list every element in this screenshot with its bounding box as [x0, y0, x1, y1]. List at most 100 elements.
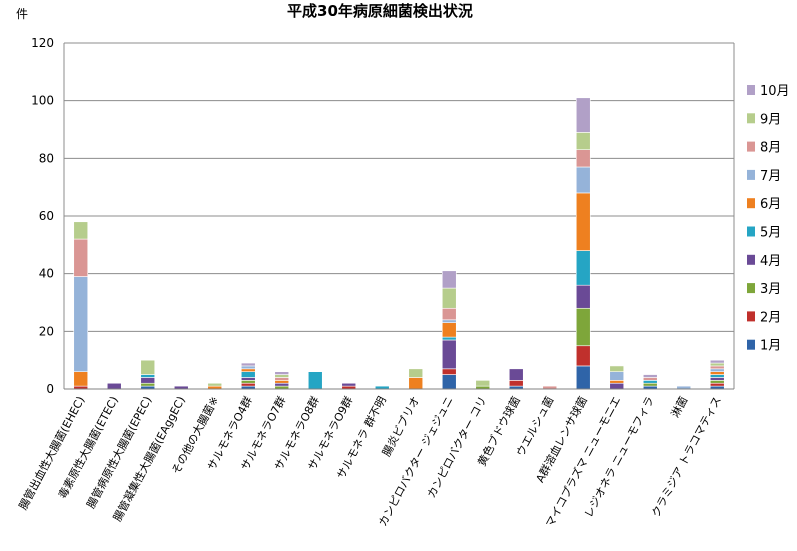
bar-segment-1-9 [73, 221, 89, 240]
bar-segment-7-10 [274, 371, 290, 375]
bar-segment-16-6 [575, 192, 591, 251]
bar-segment-6-5 [240, 371, 256, 378]
bar-segment-7-6 [274, 380, 290, 384]
y-axis-unit-label: 件 [16, 7, 28, 21]
bar-segment-2-4 [106, 382, 122, 390]
bar-segment-7-9 [274, 374, 290, 378]
bar-segment-16-8 [575, 149, 591, 168]
bar-segment-6-2 [240, 382, 256, 387]
bar-segment-1-7 [73, 276, 89, 372]
bar-segment-6-7 [240, 365, 256, 370]
y-tick-label: 120 [31, 36, 54, 50]
bar-segment-12-4 [441, 339, 457, 370]
bar-segment-12-6 [441, 322, 457, 338]
legend-label: 4月 [760, 254, 781, 269]
bar-segment-12-9 [441, 287, 457, 309]
bar-segment-3-9 [140, 359, 156, 375]
y-axis-ticks: 0 20 40 60 80 100 120 [31, 36, 54, 396]
bar-segment-20-10 [709, 359, 725, 364]
bar-segment-17-6 [609, 380, 625, 384]
bar-segment-6-10 [240, 362, 256, 367]
bar-segment-14-4 [508, 368, 524, 381]
y-tick-label: 0 [46, 382, 54, 396]
x-category-label: 毒素原性大腸菌(ETEC) [55, 394, 121, 501]
bar-segment-16-2 [575, 345, 591, 367]
y-tick-label: 20 [39, 324, 54, 338]
legend-label: 1月 [760, 339, 781, 354]
legend-label: 7月 [760, 169, 781, 184]
bar-segment-9-4 [341, 382, 357, 387]
bar-segment-16-10 [575, 97, 591, 133]
bar-segment-6-3 [240, 380, 256, 384]
legend-swatch [747, 85, 755, 95]
bar-segment-18-3 [642, 382, 658, 387]
bar-segment-12-10 [441, 270, 457, 289]
bar-segment-20-6 [709, 371, 725, 375]
legend-swatch [747, 226, 755, 237]
bar-segment-16-9 [575, 132, 591, 150]
bar-segment-3-3 [140, 382, 156, 387]
bar-segment-20-4 [709, 377, 725, 381]
y-tick-label: 60 [39, 209, 54, 223]
bar-segment-17-9 [609, 365, 625, 372]
legend-swatch [747, 198, 755, 209]
bar-segment-3-5 [140, 374, 156, 378]
legend-label: 9月 [760, 112, 781, 127]
bar-segment-6-4 [240, 377, 256, 381]
bar-segment-18-8 [642, 377, 658, 381]
bar-segment-6-6 [240, 368, 256, 373]
y-tick-label: 80 [39, 151, 54, 165]
bar-segment-18-5 [642, 380, 658, 384]
legend-swatch [747, 169, 755, 180]
legend-label: 3月 [760, 282, 781, 297]
bar-segment-17-4 [609, 382, 625, 390]
x-category-label: カンピロバクター コリ [425, 394, 490, 500]
legend-label: 5月 [760, 226, 781, 241]
x-category-label: 腸管病原性大腸菌(EPEC) [83, 394, 154, 511]
gridlines [63, 42, 735, 389]
bars [73, 97, 725, 390]
legend-swatch [747, 141, 755, 152]
bar-segment-20-2 [709, 382, 725, 387]
bar-segment-16-1 [575, 365, 591, 390]
bar-segment-20-3 [709, 380, 725, 384]
bar-segment-20-8 [709, 365, 725, 370]
bar-segment-1-8 [73, 238, 89, 277]
bar-segment-1-6 [73, 371, 89, 387]
bar-segment-7-4 [274, 382, 290, 387]
legend-swatch [747, 113, 755, 124]
bar-segment-7-8 [274, 377, 290, 381]
legend-swatch [747, 283, 755, 294]
bar-segment-16-4 [575, 284, 591, 309]
legend: 10月 9月 8月 7月 6月 5月 4月 3月 2月 1月 [747, 84, 790, 354]
bar-segment-20-9 [709, 362, 725, 367]
bar-segment-16-3 [575, 307, 591, 347]
y-tick-label: 40 [39, 267, 54, 281]
bar-segment-16-5 [575, 250, 591, 286]
x-axis-category-labels: 腸管出血性大腸菌(EHEC)毒素原性大腸菌(ETEC)腸管病原性大腸菌(EPEC… [16, 394, 724, 530]
bar-segment-13-9 [475, 380, 491, 387]
bar-segment-3-4 [140, 377, 156, 384]
bar-segment-20-5 [709, 374, 725, 378]
bar-segment-5-9 [207, 382, 223, 387]
chart-title: 平成30年病原細菌検出状況 [287, 2, 473, 20]
y-tick-label: 100 [31, 94, 54, 108]
legend-label: 10月 [760, 84, 790, 99]
legend-swatch [747, 339, 755, 350]
bar-segment-16-7 [575, 166, 591, 194]
legend-label: 6月 [760, 197, 781, 212]
bar-segment-11-6 [408, 377, 424, 390]
bar-segment-12-2 [441, 368, 457, 375]
bar-segment-18-10 [642, 374, 658, 378]
legend-label: 2月 [760, 310, 781, 325]
legend-swatch [747, 311, 755, 322]
bar-segment-12-1 [441, 374, 457, 390]
bar-segment-12-5 [441, 336, 457, 341]
legend-label: 8月 [760, 141, 781, 156]
bar-segment-14-2 [508, 380, 524, 387]
bar-segment-20-7 [709, 368, 725, 373]
bar-segment-11-9 [408, 368, 424, 378]
bar-segment-8-5 [307, 371, 323, 390]
bar-segment-12-7 [441, 319, 457, 323]
